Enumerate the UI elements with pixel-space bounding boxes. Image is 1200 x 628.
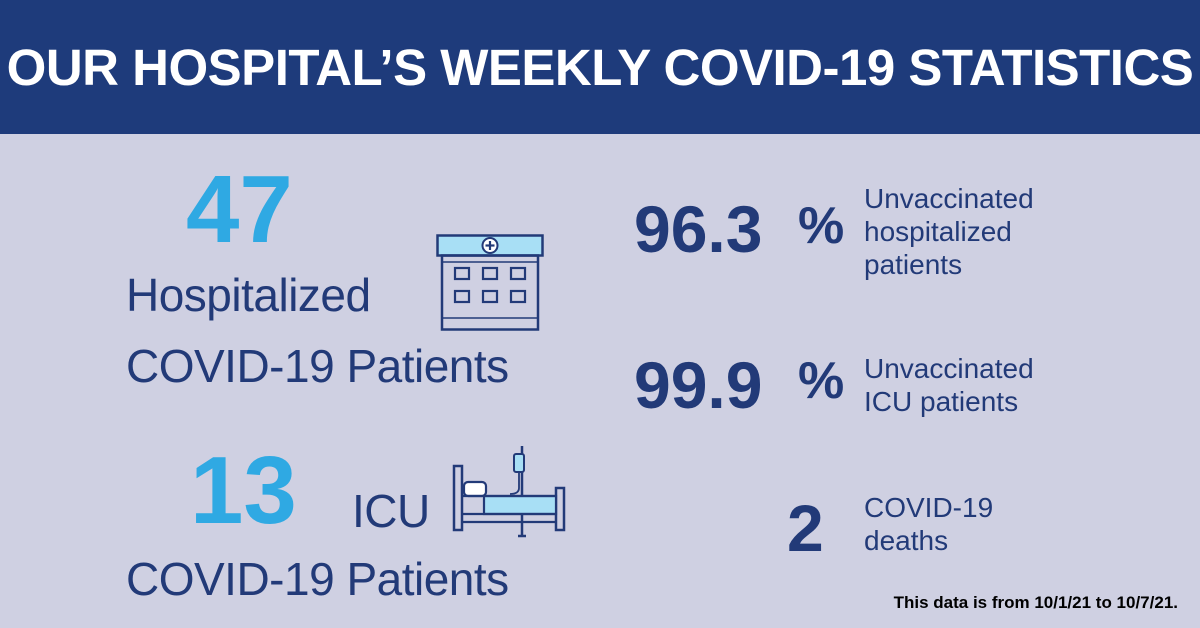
label-line: deaths [864,524,949,556]
label-line: Unvaccinated [864,353,1034,384]
hospitalized-count: 47 [186,156,293,263]
label-line: ICU patients [864,385,1019,417]
page-title: OUR HOSPITAL’S WEEKLY COVID-19 STATISTIC… [6,38,1194,96]
unvaccinated-hospitalized-label: Unvaccinated hospitalized patients [864,183,1034,281]
label-line: COVID-19 [864,492,994,523]
header-banner: OUR HOSPITAL’S WEEKLY COVID-19 STATISTIC… [0,0,1200,134]
covid-deaths-count: 2 [787,491,824,565]
unvaccinated-icu-percent: 99.9 [634,348,763,422]
data-date-range-note: This data is from 10/1/21 to 10/7/21. [893,593,1178,612]
label-line: hospitalized [864,215,1012,247]
icu-prefix-label: ICU [352,485,430,537]
hospitalized-sublabel: COVID-19 Patients [126,340,509,392]
label-line: Unvaccinated [864,183,1034,214]
icu-count: 13 [190,437,297,544]
covid-deaths-label: COVID-19 deaths [864,492,993,558]
percent-sign: % [798,352,845,410]
label-line: patients [864,248,963,280]
unvaccinated-icu-label: Unvaccinated ICU patients [864,353,1034,419]
hospital-building-icon [436,234,544,331]
icu-bed-icon [452,446,566,538]
percent-sign: % [798,197,845,255]
icu-label: COVID-19 Patients [126,553,509,605]
unvaccinated-hospitalized-percent: 96.3 [634,192,763,266]
hospitalized-label: Hospitalized [126,269,371,321]
